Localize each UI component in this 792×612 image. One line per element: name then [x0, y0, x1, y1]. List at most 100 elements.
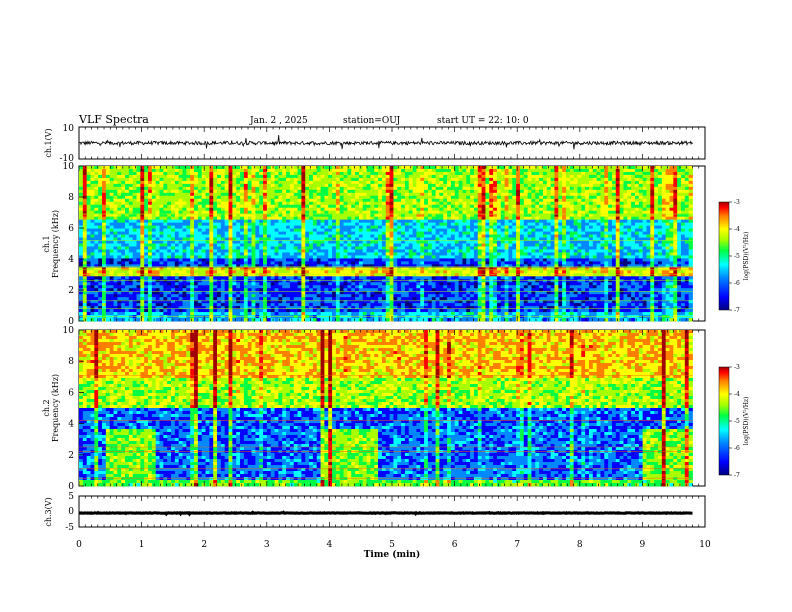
spectrogram-cell	[309, 171, 314, 176]
spectrogram-cell	[535, 171, 540, 176]
spectrogram-cell	[427, 198, 433, 203]
spectrogram-cell	[443, 231, 448, 235]
spectrogram-cell	[209, 246, 214, 250]
spectrogram-cell	[94, 225, 99, 229]
spectrogram-cell	[332, 249, 337, 253]
spectrogram-cell	[420, 243, 425, 247]
spectrogram-cell	[197, 183, 203, 188]
spectrogram-cell	[182, 249, 187, 253]
spectrogram-cell	[105, 237, 111, 241]
spectrogram-cell	[688, 234, 693, 238]
spectrogram-cell	[519, 216, 525, 221]
spectrogram-cell	[577, 240, 582, 244]
spectrogram-cell	[573, 192, 578, 197]
spectrogram-cell	[270, 207, 275, 212]
spectrogram-cell	[554, 177, 559, 182]
spectrogram-cell	[493, 198, 498, 203]
spectrogram-cell	[374, 243, 379, 247]
spectrogram-cell	[132, 210, 137, 215]
spectrogram-cell	[286, 231, 291, 235]
spectrogram-cell	[573, 201, 578, 206]
spectrogram-cell	[531, 231, 536, 235]
spectrogram-cell	[596, 207, 601, 212]
spectrogram-cell	[669, 210, 674, 215]
spectrogram-cell	[577, 198, 582, 203]
spectrogram-cell	[623, 237, 628, 241]
spectrogram-cell	[282, 171, 287, 176]
spectrogram-cell	[201, 174, 206, 179]
spectrogram-cell	[259, 249, 264, 253]
spectrogram-cell	[163, 183, 168, 188]
spectrogram-cell	[473, 243, 479, 247]
spectrogram-cell	[508, 234, 513, 238]
spectrogram-cell	[554, 222, 559, 227]
spectrogram-cell	[224, 204, 229, 209]
spectrogram-cell	[86, 186, 91, 191]
spectrogram-cell	[669, 231, 674, 235]
spectrogram-cell	[144, 189, 149, 194]
spectrogram-cell	[343, 213, 348, 218]
spectrogram-cell	[335, 222, 341, 227]
spectrogram-cell	[366, 252, 371, 256]
spectrogram-cell	[577, 216, 582, 221]
spectrogram-cell	[588, 237, 594, 241]
spectrogram-cell	[485, 207, 490, 212]
spectrogram-cell	[619, 171, 624, 176]
spectrogram-cell	[454, 207, 459, 212]
spectrogram-cell	[263, 189, 268, 194]
spectrogram-cell	[90, 198, 95, 203]
spectrogram-cell	[539, 171, 544, 176]
spectrogram-cell	[523, 213, 528, 218]
spectrogram-cell	[194, 228, 199, 232]
spectrogram-cell	[504, 246, 509, 250]
spectrogram-cell	[631, 219, 636, 224]
spectrogram-cell	[121, 225, 126, 229]
spectrogram-cell	[240, 180, 245, 185]
spectrogram-cell	[224, 213, 229, 218]
spectrogram-cell	[144, 198, 149, 203]
spectrogram-cell	[408, 213, 413, 218]
spectrogram-cell	[190, 177, 195, 182]
spectrogram-cell	[573, 210, 578, 215]
spectrogram-cell	[531, 174, 536, 179]
spectrogram-cell	[657, 189, 663, 194]
spectrogram-cell	[332, 198, 337, 203]
spectrogram-cell	[266, 180, 272, 185]
spectrogram-cell	[585, 228, 590, 232]
spectrogram-cell	[132, 213, 137, 218]
spectrogram-cell	[634, 189, 640, 194]
spectrogram-cell	[358, 207, 364, 212]
spectrogram-cell	[113, 228, 118, 232]
spectrogram-cell	[171, 240, 176, 244]
spectrogram-cell	[151, 219, 157, 224]
spectrogram-cell	[270, 180, 275, 185]
spectrogram-cell	[266, 186, 272, 191]
spectrogram-cell	[500, 183, 505, 188]
spectrogram-cell	[328, 234, 333, 238]
spectrogram-cell	[416, 210, 421, 215]
spectrogram-cell	[577, 234, 582, 238]
spectrogram-cell	[125, 183, 130, 188]
spectrogram-cell	[355, 195, 360, 200]
spectrogram-cell	[592, 225, 598, 229]
spectrogram-cell	[148, 246, 153, 250]
spectrogram-cell	[466, 210, 471, 215]
spectrogram-cell	[378, 166, 383, 170]
spectrogram-cell	[343, 252, 348, 256]
spectrogram-cell	[362, 195, 367, 200]
spectrogram-cell	[86, 198, 91, 203]
spectrogram-cell	[585, 189, 590, 194]
spectrogram-cell	[109, 216, 114, 221]
spectrogram-cell	[274, 225, 279, 229]
spectrogram-cell	[669, 219, 674, 224]
spectrogram-cell	[588, 213, 594, 218]
spectrogram-cell	[665, 240, 670, 244]
spectrogram-cell	[466, 168, 471, 173]
spectrogram-cell	[144, 219, 149, 224]
spectrogram-cell	[297, 177, 302, 182]
spectrogram-cell	[201, 225, 206, 229]
spectrogram-cell	[178, 219, 183, 224]
spectrogram-cell	[236, 243, 241, 247]
spectrogram-cell	[447, 222, 452, 227]
spectrogram-cell	[316, 171, 321, 176]
